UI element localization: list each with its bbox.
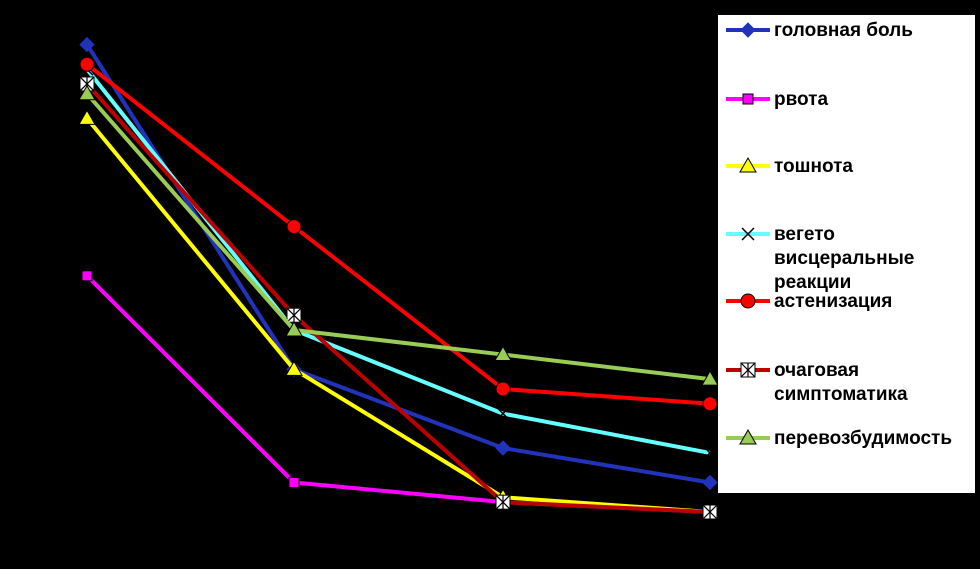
data-point [495,381,511,397]
data-point [702,396,718,412]
data-point [494,345,512,362]
legend-entry: очаговая симптоматика [726,360,908,405]
data-point [702,504,718,520]
series-line [85,274,711,514]
legend-label: перевозбудимость [774,428,952,449]
legend-entry: перевозбудимость [726,428,952,449]
series-line [85,92,711,382]
legend-marker [739,428,757,445]
data-point [495,494,511,510]
data-point [78,109,96,125]
legend-label: рвота [774,89,828,110]
legend-label: вегето [774,224,835,245]
data-point [495,440,511,456]
data-point [496,407,510,421]
data-point [288,476,300,488]
series-5 [79,56,718,412]
data-point [285,320,303,337]
data-point [703,446,717,460]
legend-marker [741,227,755,241]
data-point [701,370,719,386]
series-4 [80,62,717,460]
data-point [286,307,302,323]
legend-marker [740,362,756,378]
series-6 [79,76,718,520]
series-line [85,117,711,514]
series-3 [78,109,719,519]
legend-label: висцеральные [774,248,914,269]
legend-entry: тошнота [726,156,853,177]
legend-box [718,15,975,493]
series-line [85,43,711,485]
legend-label: реакции [774,272,851,293]
legend-entry: астенизация [726,291,892,312]
series-1 [79,36,718,491]
data-point [81,270,93,282]
legend-label: астенизация [774,291,892,312]
legend-label: симптоматика [774,384,908,405]
series-line [85,82,711,514]
data-point [79,76,95,92]
legend-entry: вегето висцеральные реакции [726,224,914,293]
plot-area [78,36,719,520]
legend-label: тошнота [774,156,853,177]
legend: головная боль рвота тошнота вегето висцераль… [718,15,975,493]
legend-marker [739,156,757,173]
data-point [79,36,95,53]
data-point [702,474,718,491]
legend-marker [740,22,756,38]
data-point [286,219,302,235]
legend-entry: рвота [726,89,828,110]
series-line [85,62,711,406]
legend-marker [742,93,754,105]
legend-label: головная боль [774,20,913,41]
legend-marker [740,293,756,309]
data-point [79,56,95,72]
legend-label: очаговая [774,360,859,381]
series-7 [78,84,719,386]
legend-entry: головная боль [726,20,913,41]
data-point [78,84,96,101]
data-point [285,360,303,376]
